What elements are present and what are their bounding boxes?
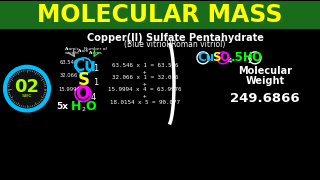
Text: Atomic
weight: Atomic weight	[65, 47, 79, 55]
Text: S: S	[212, 51, 220, 64]
Text: 2: 2	[82, 107, 86, 112]
Text: O: O	[85, 100, 96, 113]
Text: 32.066 x 1 = 32.066: 32.066 x 1 = 32.066	[112, 75, 178, 80]
Text: MOLECULAR MASS: MOLECULAR MASS	[37, 3, 283, 27]
Text: 4: 4	[228, 58, 232, 64]
Text: 4: 4	[91, 93, 96, 102]
Text: 2: 2	[248, 58, 252, 64]
Text: 15.9994 x 4 = 63.9976: 15.9994 x 4 = 63.9976	[108, 87, 182, 92]
Text: (Blue vitriol/Roman vitriol): (Blue vitriol/Roman vitriol)	[124, 40, 226, 50]
Text: 18.0154 x 5 = 90.077: 18.0154 x 5 = 90.077	[110, 100, 180, 105]
Text: Weight: Weight	[245, 76, 284, 86]
Text: +: +	[143, 69, 147, 74]
Text: sec: sec	[22, 93, 32, 98]
Text: O: O	[75, 85, 89, 103]
Text: Copper(II) Sulfate Pentahydrate: Copper(II) Sulfate Pentahydrate	[87, 33, 263, 43]
Text: H: H	[71, 100, 81, 113]
Text: Cu: Cu	[197, 51, 214, 64]
Text: 5x: 5x	[56, 102, 68, 111]
Text: Molecular: Molecular	[238, 66, 292, 76]
Text: Number of
Atoms: Number of Atoms	[84, 47, 108, 55]
Text: Atom: Atom	[78, 49, 90, 53]
FancyBboxPatch shape	[0, 1, 320, 29]
Text: 1: 1	[93, 78, 98, 87]
Text: .5H: .5H	[231, 51, 254, 64]
Text: 32.066: 32.066	[60, 73, 78, 78]
Text: 02: 02	[14, 78, 39, 96]
Text: +: +	[143, 81, 147, 86]
Text: 63.546: 63.546	[60, 60, 78, 65]
Text: +: +	[143, 93, 147, 98]
Text: O: O	[251, 51, 261, 64]
Text: 63.546 x 1 = 63.546: 63.546 x 1 = 63.546	[112, 63, 178, 68]
Text: O: O	[219, 51, 229, 64]
Circle shape	[8, 70, 46, 107]
Text: 249.6866: 249.6866	[230, 92, 300, 105]
Text: 15.9994: 15.9994	[58, 87, 80, 92]
Text: 1: 1	[93, 64, 98, 73]
Text: Cu: Cu	[72, 57, 96, 75]
Text: S: S	[78, 71, 90, 89]
